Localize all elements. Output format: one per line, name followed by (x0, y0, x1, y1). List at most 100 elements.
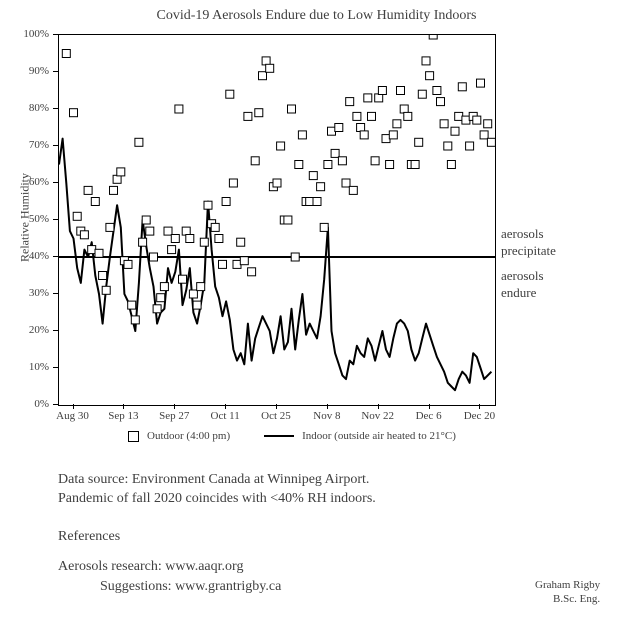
outdoor-point (102, 286, 110, 294)
outdoor-point (357, 124, 365, 132)
ytick-label: 0% (17, 398, 49, 410)
outdoor-point (364, 94, 372, 102)
outdoor-point (389, 131, 397, 139)
outdoor-point (160, 283, 168, 291)
annotation-precipitate: aerosolsprecipitate (501, 226, 556, 260)
outdoor-point (124, 260, 132, 268)
outdoor-point (153, 305, 161, 313)
outdoor-point (259, 72, 267, 80)
legend-indoor-marker (264, 435, 294, 437)
outdoor-point (440, 120, 448, 128)
annotation-precipitate-text: aerosolsprecipitate (501, 226, 556, 258)
outdoor-point (70, 109, 78, 117)
author-credential: B.Sc. Eng. (535, 592, 600, 606)
outdoor-point (164, 227, 172, 235)
outdoor-point (466, 142, 474, 150)
data-source-line-2: Pandemic of fall 2020 coincides with <40… (58, 490, 376, 509)
author-credit: Graham Rigby B.Sc. Eng. (535, 578, 600, 607)
outdoor-point (462, 116, 470, 124)
ytick-label: 10% (17, 361, 49, 373)
outdoor-point (197, 283, 205, 291)
xtick-label: Oct 25 (261, 410, 291, 422)
annotation-endure: aerosolsendure (501, 268, 544, 302)
xtick-label: Nov 8 (313, 410, 340, 422)
outdoor-point (171, 235, 179, 243)
outdoor-point (411, 161, 419, 169)
outdoor-point (175, 105, 183, 113)
outdoor-point (200, 238, 208, 246)
outdoor-point (110, 186, 118, 194)
outdoor-point (342, 179, 350, 187)
xtick (174, 404, 175, 409)
outdoor-point (189, 290, 197, 298)
outdoor-point (437, 98, 445, 106)
outdoor-point (182, 227, 190, 235)
outdoor-point (106, 223, 114, 231)
reference-2: Suggestions: www.grantrigby.ca (100, 578, 281, 597)
outdoor-point (335, 124, 343, 132)
outdoor-point (418, 90, 426, 98)
outdoor-point (371, 157, 379, 165)
ytick-label: 40% (17, 250, 49, 262)
ytick-label: 50% (17, 213, 49, 225)
ytick (53, 34, 58, 35)
outdoor-point (360, 131, 368, 139)
outdoor-point (193, 301, 201, 309)
ytick-label: 80% (17, 102, 49, 114)
chart-title: Covid-19 Aerosols Endure due to Low Humi… (0, 8, 633, 24)
outdoor-point (353, 112, 361, 120)
outdoor-point (229, 179, 237, 187)
outdoor-point (444, 142, 452, 150)
outdoor-point (284, 216, 292, 224)
outdoor-point (215, 235, 223, 243)
outdoor-point (73, 212, 81, 220)
ytick (53, 293, 58, 294)
outdoor-point (142, 216, 150, 224)
outdoor-point (295, 161, 303, 169)
ytick (53, 71, 58, 72)
outdoor-point (415, 138, 423, 146)
outdoor-point (262, 57, 270, 65)
outdoor-point (237, 238, 245, 246)
ytick-label: 30% (17, 287, 49, 299)
outdoor-point (277, 142, 285, 150)
outdoor-point (484, 120, 492, 128)
outdoor-point (473, 116, 481, 124)
legend-indoor-label: Indoor (outside air heated to 21°C) (302, 430, 456, 442)
outdoor-point (378, 87, 386, 95)
ytick-label: 70% (17, 139, 49, 151)
outdoor-point (309, 172, 317, 180)
outdoor-point (204, 201, 212, 209)
xtick-label: Nov 22 (361, 410, 394, 422)
outdoor-point (346, 98, 354, 106)
outdoor-point (393, 120, 401, 128)
plot-area (58, 34, 496, 406)
outdoor-point (248, 268, 256, 276)
xtick-label: Dec 6 (416, 410, 442, 422)
outdoor-point (349, 186, 357, 194)
author-name: Graham Rigby (535, 578, 600, 592)
outdoor-point (397, 87, 405, 95)
outdoor-point (266, 64, 274, 72)
outdoor-point (317, 183, 325, 191)
outdoor-point (99, 272, 107, 280)
outdoor-point (226, 90, 234, 98)
reference-1: Aerosols research: www.aaqr.org (58, 558, 243, 577)
outdoor-point (487, 138, 495, 146)
outdoor-point (219, 260, 227, 268)
chart-svg (59, 35, 495, 405)
outdoor-point (168, 246, 176, 254)
outdoor-point (211, 223, 219, 231)
outdoor-point (426, 72, 434, 80)
outdoor-point (91, 198, 99, 206)
outdoor-point (95, 249, 103, 257)
annotation-endure-text: aerosolsendure (501, 268, 544, 300)
outdoor-point (320, 223, 328, 231)
outdoor-point (131, 316, 139, 324)
ytick (53, 367, 58, 368)
outdoor-point (222, 198, 230, 206)
outdoor-point (179, 275, 187, 283)
outdoor-point (80, 231, 88, 239)
xtick (225, 404, 226, 409)
outdoor-point (324, 161, 332, 169)
